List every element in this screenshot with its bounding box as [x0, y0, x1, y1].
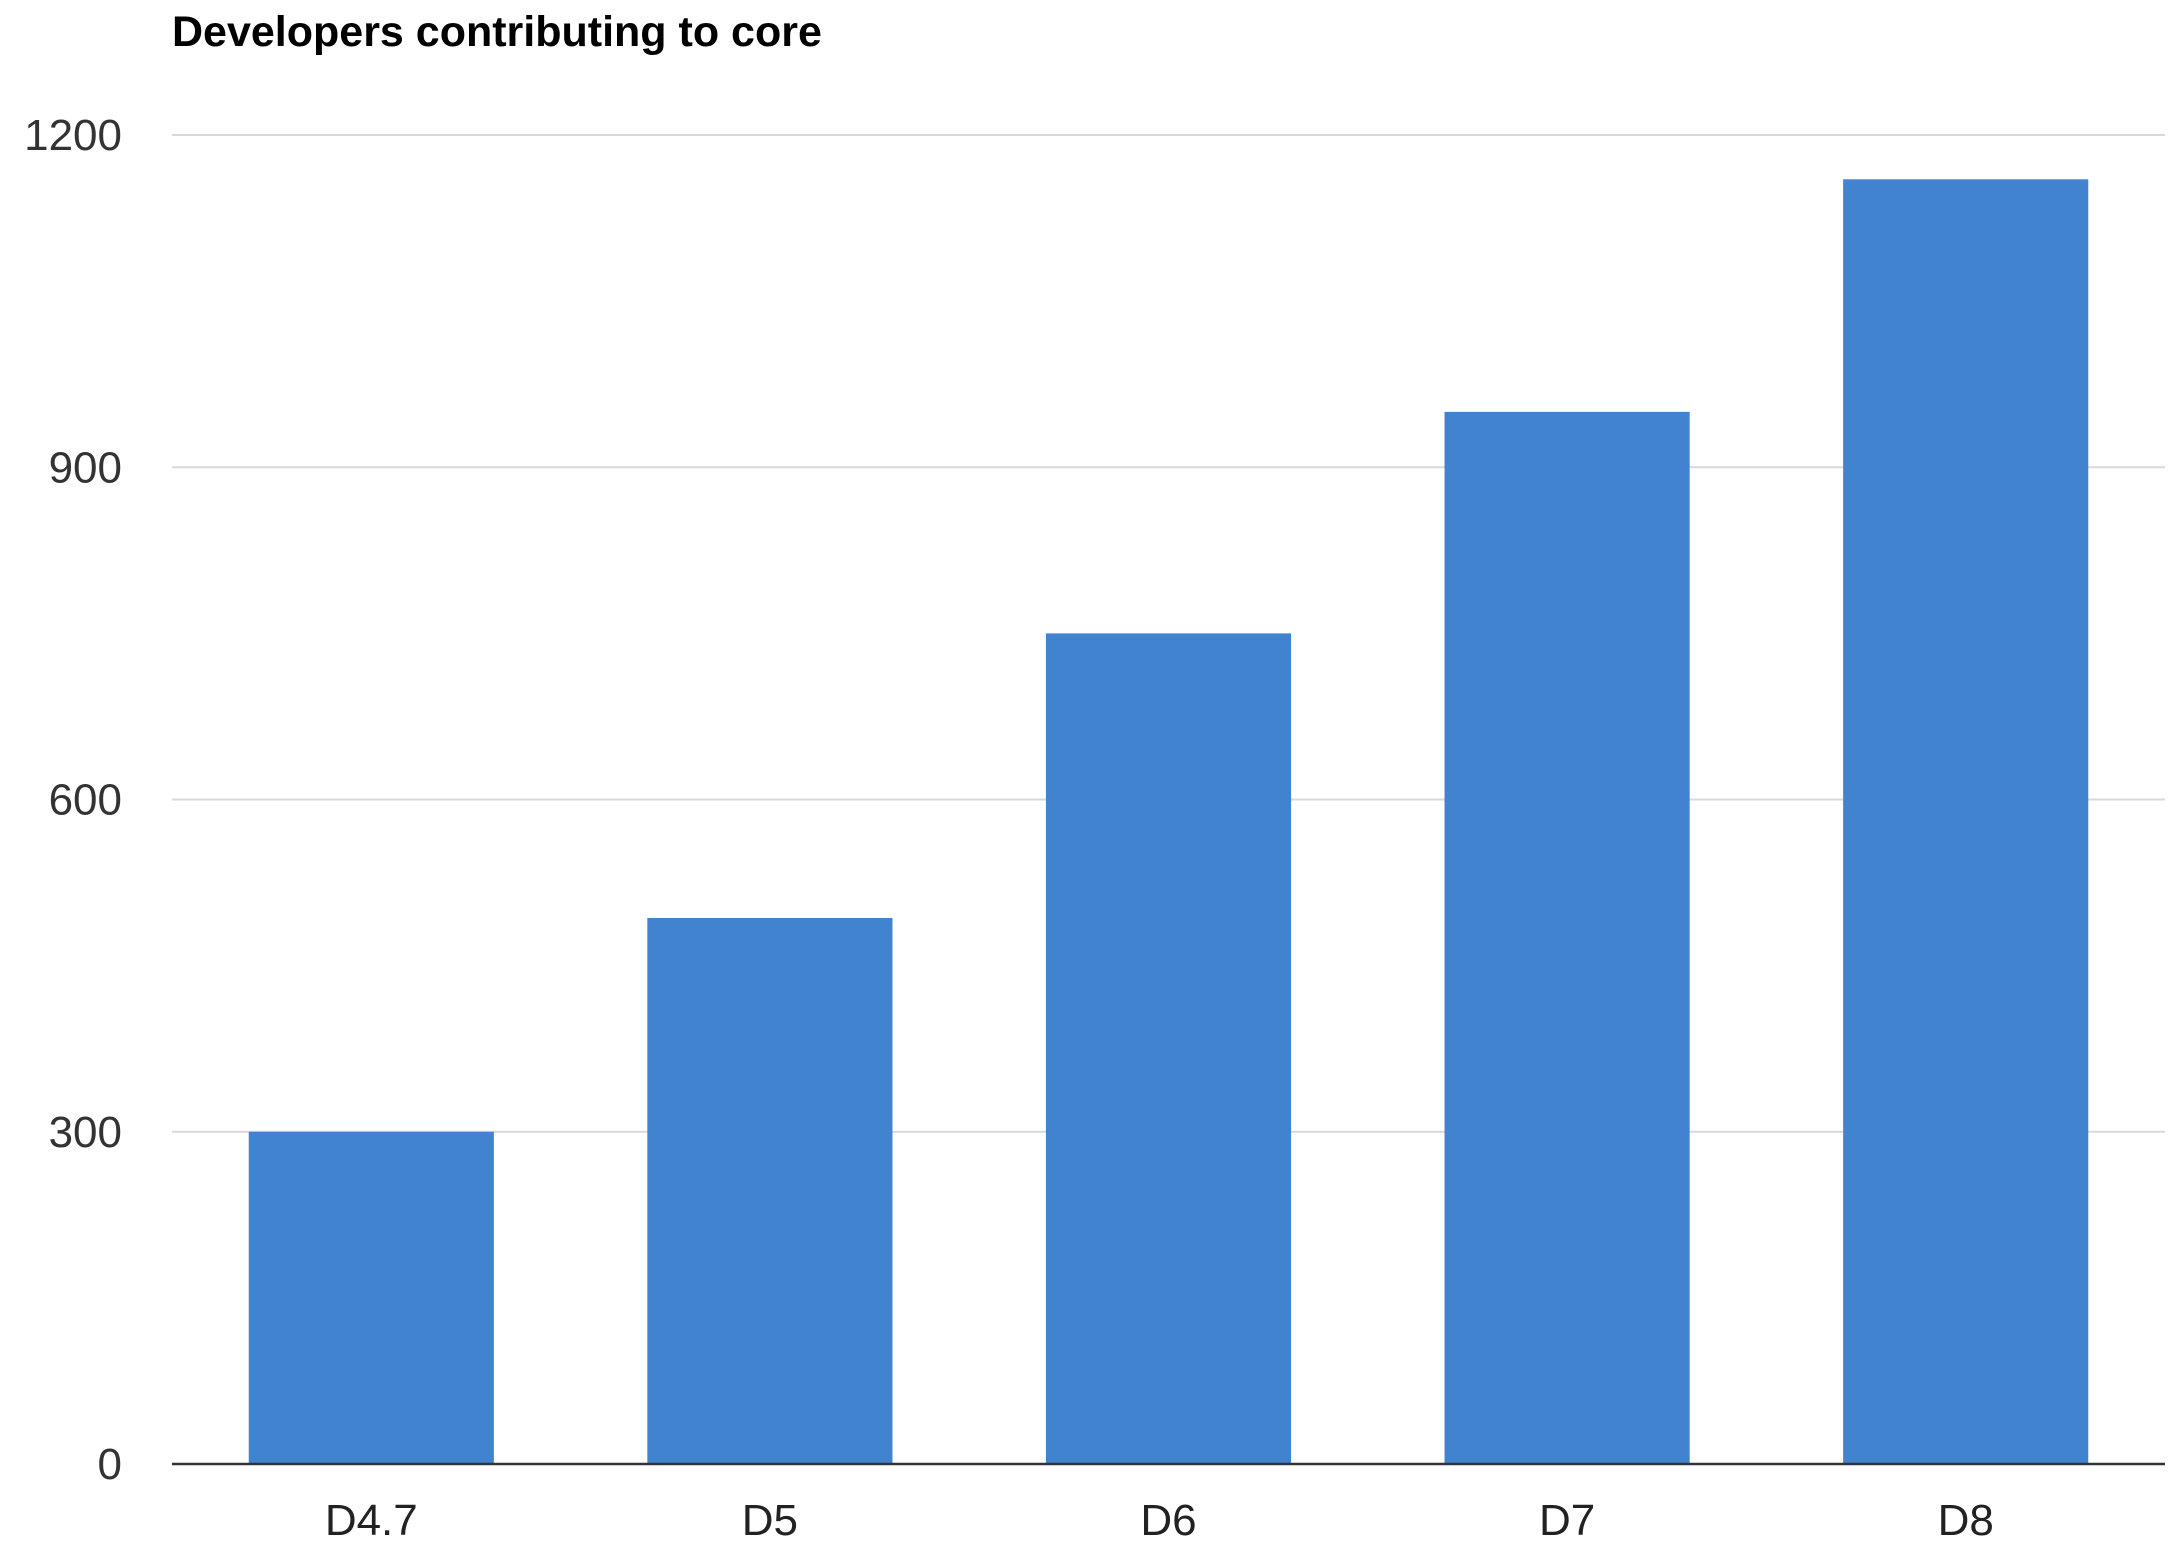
bar-d8	[1843, 179, 2089, 1464]
x-tick-label: D7	[1539, 1496, 1595, 1544]
bar-d5	[647, 918, 893, 1464]
bars	[248, 179, 2089, 1464]
x-tick-label: D8	[1938, 1496, 1994, 1544]
y-axis-tick-labels: 0 300 600 900 1200	[24, 111, 122, 1489]
bar-d4-7	[248, 1131, 494, 1464]
bar-d7	[1444, 411, 1690, 1464]
x-axis-tick-labels: D4.7 D5 D6 D7 D8	[325, 1496, 1994, 1544]
chart-title: Developers contributing to core	[172, 8, 822, 56]
x-tick-label: D4.7	[325, 1496, 418, 1544]
y-tick-label: 300	[49, 1108, 122, 1157]
y-tick-label: 0	[98, 1440, 122, 1489]
y-tick-label: 900	[49, 443, 122, 492]
bar-d6	[1045, 633, 1292, 1464]
y-tick-label: 1200	[24, 111, 122, 160]
x-tick-label: D6	[1140, 1496, 1196, 1544]
y-tick-label: 600	[49, 776, 122, 825]
x-tick-label: D5	[742, 1496, 798, 1544]
